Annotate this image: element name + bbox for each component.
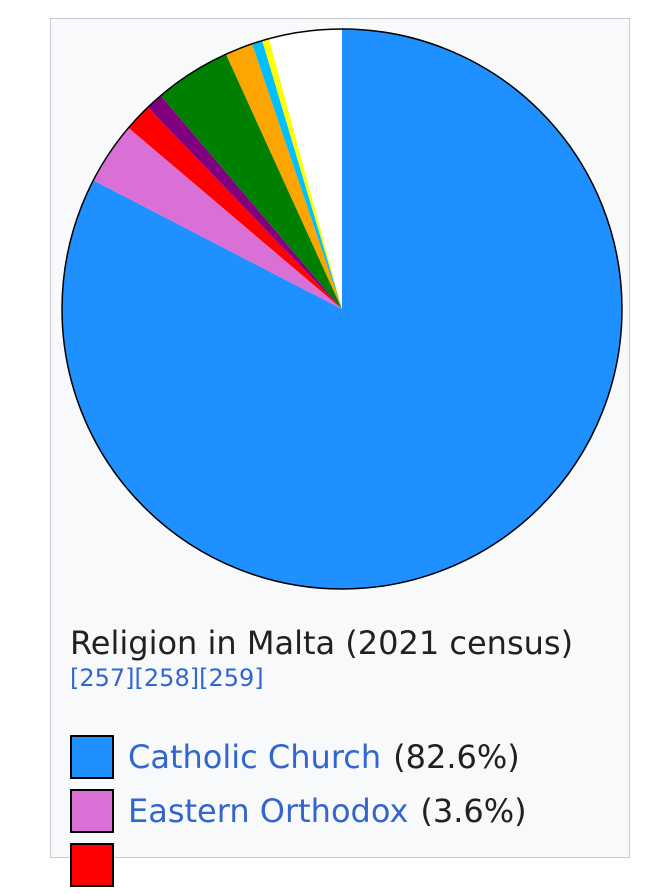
legend-item-orthodox: Eastern Orthodox (3.6%) xyxy=(70,786,527,836)
pie-slice-8 xyxy=(268,29,342,309)
pie-slice-2 xyxy=(128,107,342,309)
chart-legend: Catholic Church (82.6%) Eastern Orthodox… xyxy=(70,732,527,894)
legend-label-catholic[interactable]: Catholic Church xyxy=(128,738,382,776)
pie-outline xyxy=(61,28,623,590)
pie-slice-7 xyxy=(262,38,342,309)
pie-slice-5 xyxy=(225,43,342,310)
pie-slice-3 xyxy=(147,95,342,309)
reference-links: [257][258][259] xyxy=(70,663,264,693)
legend-item-third xyxy=(70,840,527,890)
pie-slice-6 xyxy=(252,40,342,310)
chart-panel: Religion in Malta (2021 census) [257][25… xyxy=(50,18,630,887)
legend-item-catholic: Catholic Church (82.6%) xyxy=(70,732,527,782)
legend-pct-orthodox: (3.6%) xyxy=(420,792,527,830)
pie-slice-4 xyxy=(160,54,342,309)
ref-link-257[interactable]: [257] xyxy=(70,664,135,692)
legend-swatch-orthodox xyxy=(70,789,114,833)
ref-link-259[interactable]: [259] xyxy=(199,664,264,692)
legend-swatch-catholic xyxy=(70,735,114,779)
legend-label-orthodox[interactable]: Eastern Orthodox xyxy=(128,792,409,830)
pie-slice-1 xyxy=(93,127,342,309)
legend-swatch-third xyxy=(70,843,114,887)
ref-link-258[interactable]: [258] xyxy=(134,664,200,692)
legend-pct-catholic: (82.6%) xyxy=(393,738,520,776)
pie-chart xyxy=(61,28,623,590)
chart-title: Religion in Malta (2021 census) xyxy=(70,624,574,662)
